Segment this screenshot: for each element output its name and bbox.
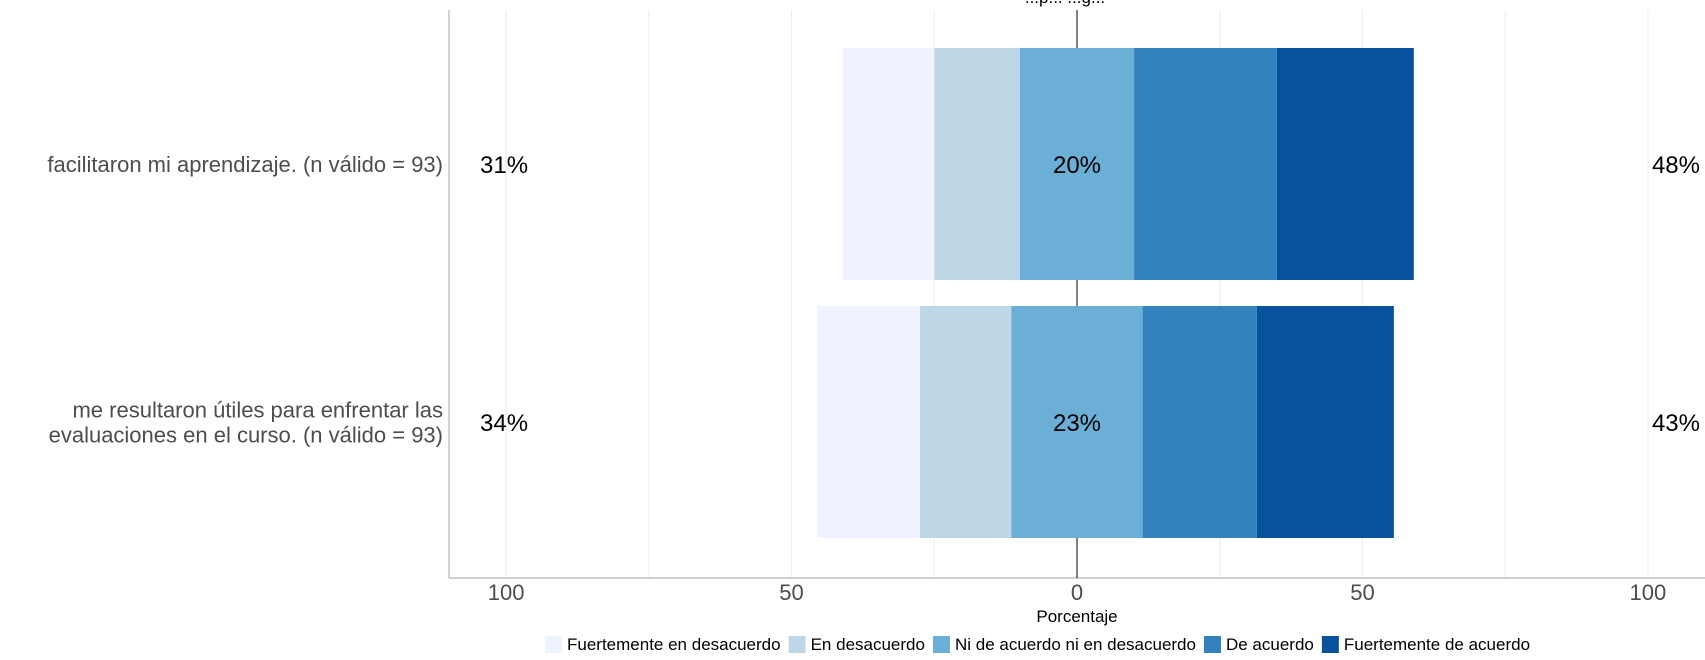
bar-neutral [1019, 48, 1135, 280]
legend-label: De acuerdo [1226, 635, 1314, 654]
bar-disagree [920, 306, 1012, 538]
bar-agree [1142, 306, 1257, 538]
legend-swatch [1321, 636, 1339, 653]
bar-strongly-disagree [817, 306, 920, 538]
x-tick-label: 100 [488, 580, 525, 605]
legend-swatch [545, 636, 562, 653]
x-tick-label: 0 [1071, 580, 1083, 605]
x-tick-label: 100 [1630, 580, 1667, 605]
x-tick-label: 50 [1350, 580, 1374, 605]
chart-title: ...p... ...g... [1025, 0, 1105, 7]
pct-label-agree: 43% [1652, 410, 1700, 437]
pct-label-disagree: 31% [480, 152, 528, 179]
item-label: evaluaciones en el curso. (n válido = 93… [49, 423, 443, 448]
pct-label-neutral: 20% [1053, 152, 1101, 179]
bar-disagree [934, 48, 1020, 280]
legend-swatch [788, 636, 806, 653]
x-tick-label: 50 [779, 580, 803, 605]
item-label: me resultaron útiles para enfrentar las [72, 398, 443, 423]
x-axis-title: Porcentaje [1036, 607, 1117, 626]
legend-label: Fuertemente en desacuerdo [567, 635, 781, 654]
legend-label: En desacuerdo [811, 635, 925, 654]
bar-strongly-disagree [842, 48, 935, 280]
pct-label-neutral: 23% [1053, 410, 1101, 437]
bar-agree [1134, 48, 1277, 280]
legend-swatch [932, 636, 950, 653]
bar-strongly-agree [1256, 306, 1394, 538]
legend-label: Fuertemente de acuerdo [1344, 635, 1530, 654]
bar-neutral [1011, 306, 1143, 538]
legend-swatch [1203, 636, 1221, 653]
pct-label-agree: 48% [1652, 152, 1700, 179]
bar-strongly-agree [1276, 48, 1414, 280]
pct-label-disagree: 34% [480, 410, 528, 437]
item-label: facilitaron mi aprendizaje. (n válido = … [47, 152, 443, 177]
legend-label: Ni de acuerdo ni en desacuerdo [955, 635, 1196, 654]
